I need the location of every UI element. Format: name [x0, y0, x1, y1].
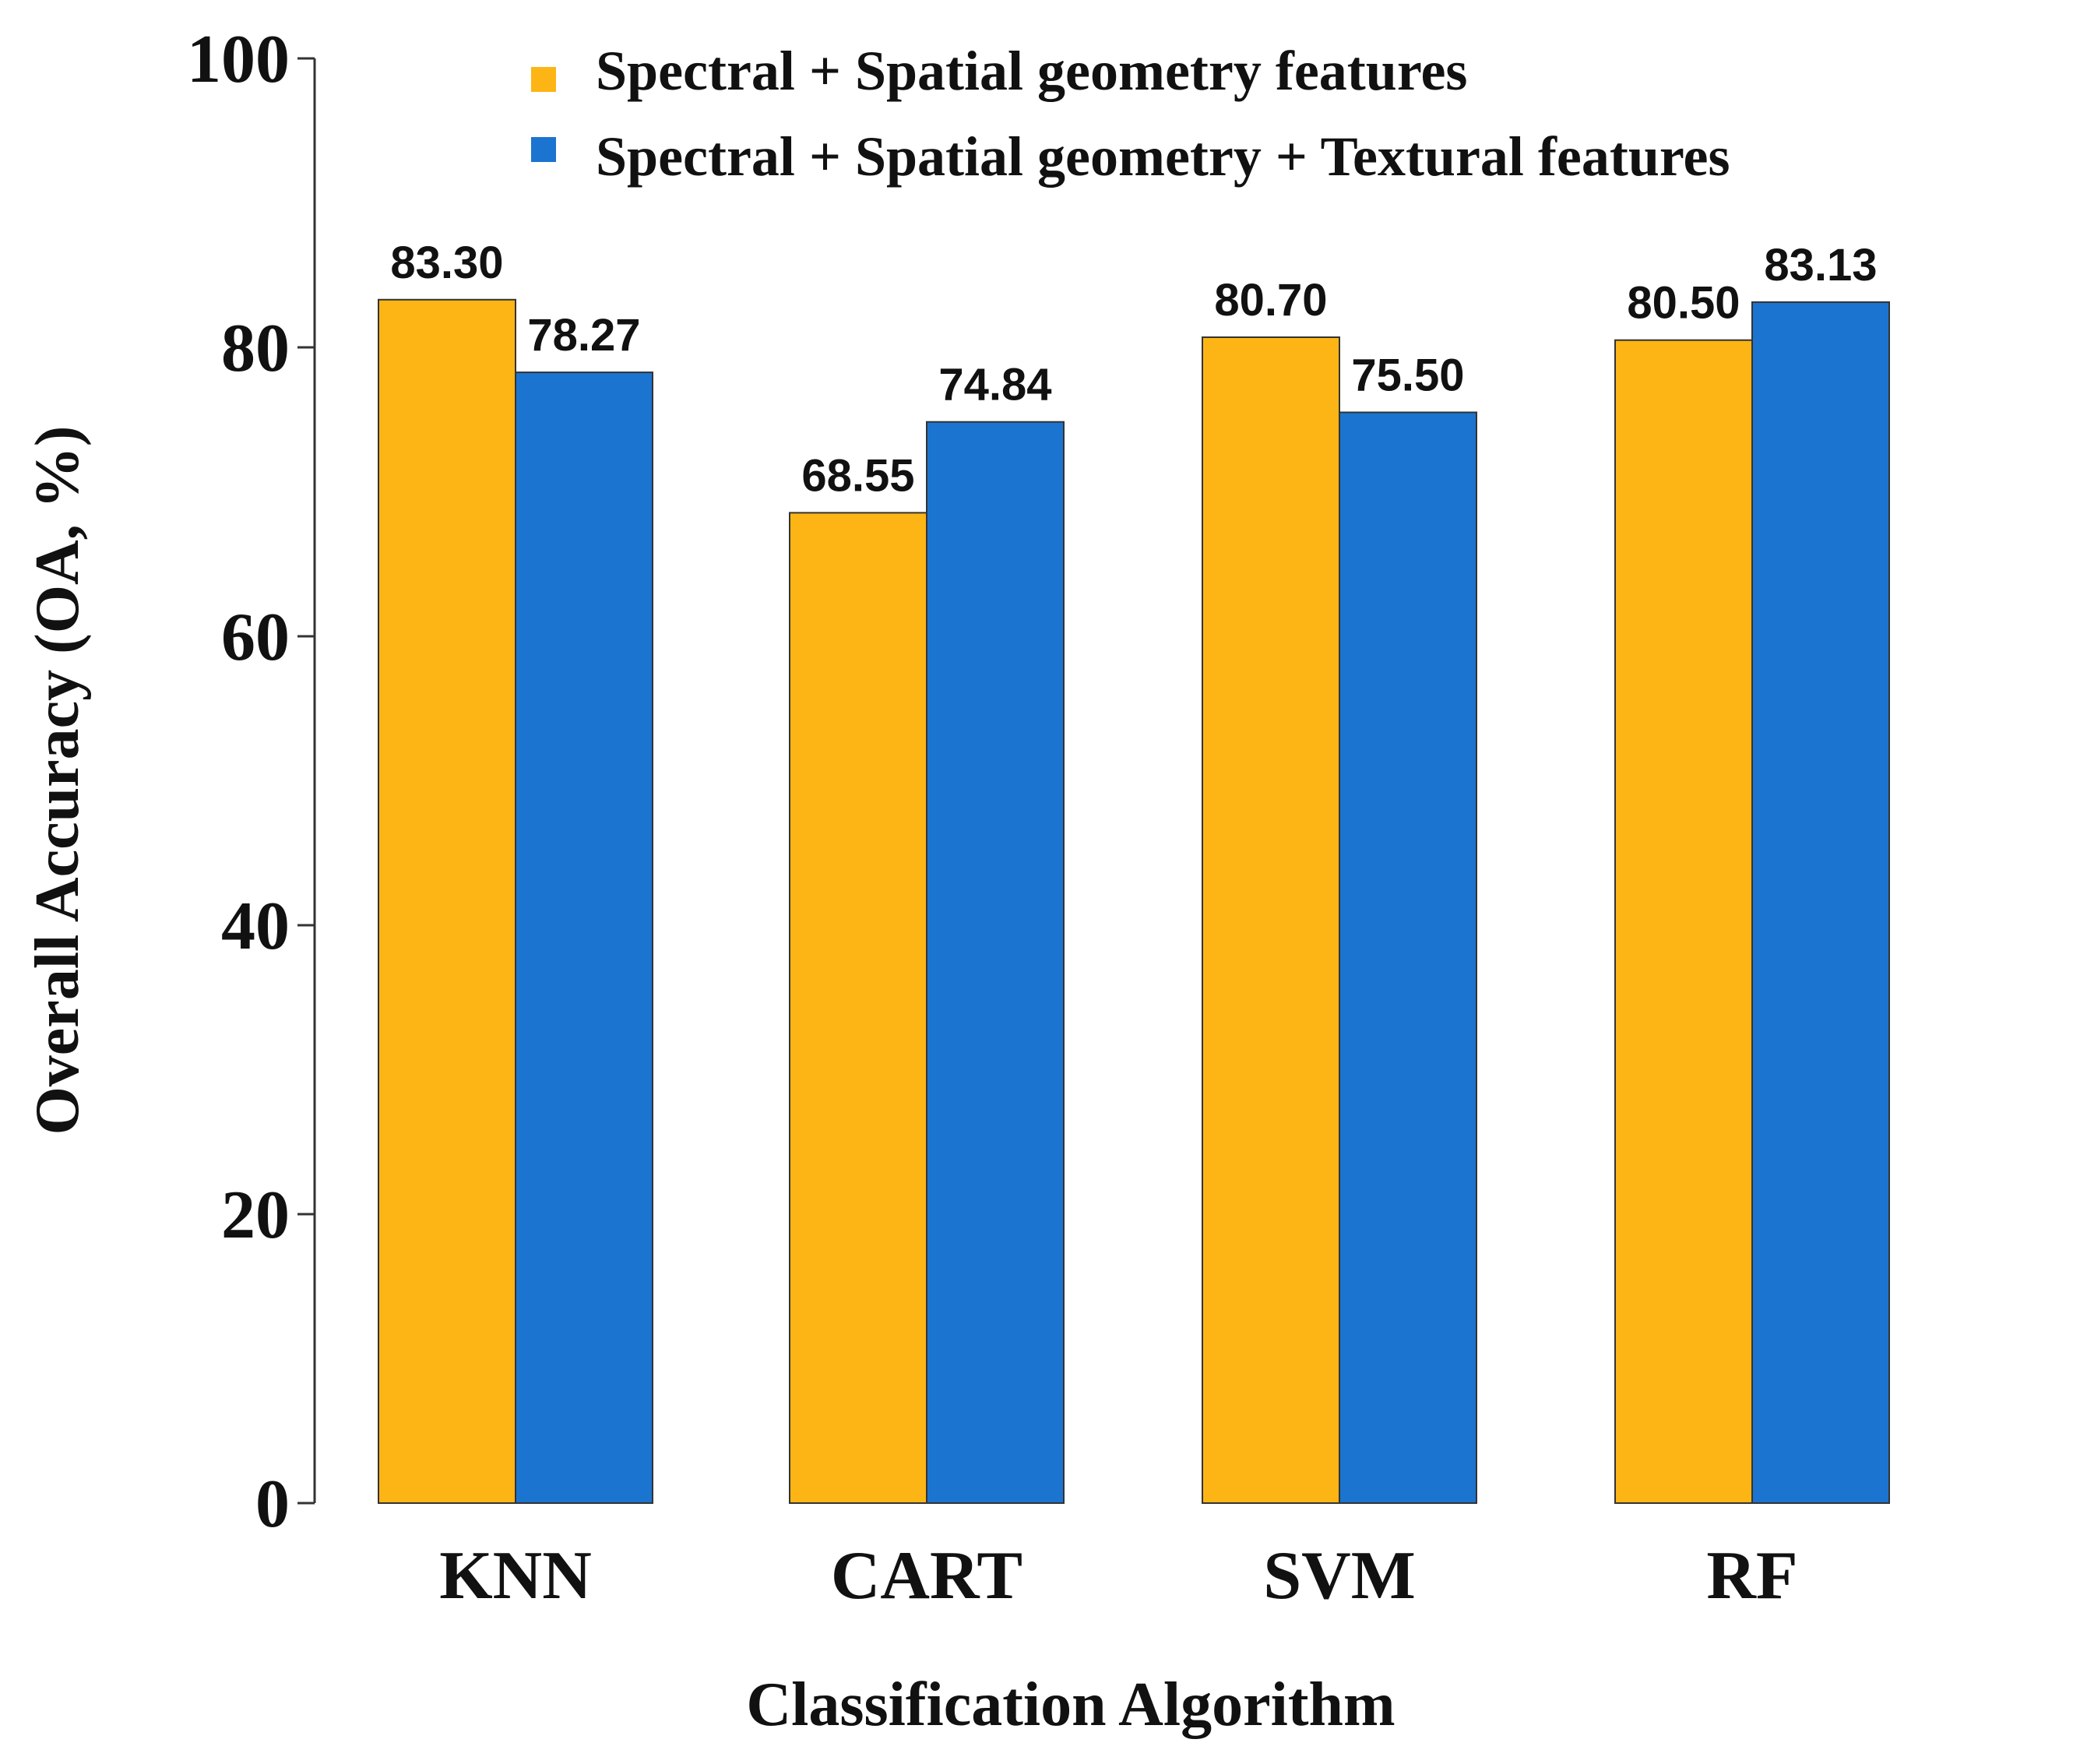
- value-label-cart-series-1: 68.55: [801, 450, 914, 501]
- bar-svm-series-2: [1339, 411, 1477, 1504]
- x-tick-label-svm: SVM: [1263, 1538, 1416, 1614]
- y-axis-ticks: 0 20 40 60 80 100: [187, 22, 315, 1542]
- legend-label-series-1: Spectral + Spatial geometry features: [596, 40, 1467, 102]
- bar-cart-series-2: [926, 421, 1065, 1504]
- y-axis-title: Overall Accuracy (OA, %): [23, 426, 92, 1136]
- bar-cart-series-1: [789, 512, 927, 1505]
- bar-rf-series-1: [1614, 339, 1753, 1505]
- value-label-rf-series-2: 83.13: [1764, 240, 1877, 290]
- value-label-knn-series-1: 83.30: [390, 238, 503, 288]
- x-axis-title: Classification Algorithm: [746, 1671, 1395, 1739]
- legend-label-series-2: Spectral + Spatial geometry + Textural f…: [596, 125, 1730, 188]
- value-labels-group: 83.30 78.27 68.55 74.84 80.70 75.50 80.50 83.13: [390, 238, 1877, 502]
- x-axis-tick-labels: KNN CART SVM RF: [439, 1538, 1797, 1614]
- x-tick-label-rf: RF: [1706, 1538, 1797, 1614]
- y-tick-label-80: 80: [221, 311, 290, 386]
- value-label-svm-series-2: 75.50: [1351, 350, 1464, 400]
- bars-group: [378, 298, 1890, 1505]
- y-tick-label-20: 20: [221, 1178, 290, 1253]
- value-label-cart-series-2: 74.84: [938, 360, 1051, 410]
- value-label-knn-series-2: 78.27: [527, 310, 640, 361]
- bar-knn-series-1: [378, 298, 516, 1504]
- value-label-svm-series-1: 80.70: [1214, 275, 1327, 326]
- y-tick-label-0: 0: [255, 1466, 290, 1542]
- legend-swatch-series-2: [531, 137, 556, 162]
- y-tick-label-40: 40: [221, 889, 290, 964]
- legend: Spectral + Spatial geometry features Spe…: [531, 40, 1730, 188]
- bar-rf-series-2: [1751, 301, 1890, 1505]
- y-tick-label-60: 60: [221, 600, 290, 675]
- legend-swatch-series-1: [531, 67, 556, 92]
- bar-knn-series-2: [515, 371, 653, 1504]
- bar-svm-series-1: [1202, 336, 1340, 1504]
- x-tick-label-knn: KNN: [439, 1538, 592, 1614]
- y-tick-label-100: 100: [187, 22, 290, 97]
- value-label-rf-series-1: 80.50: [1627, 278, 1740, 329]
- x-tick-label-cart: CART: [831, 1538, 1022, 1614]
